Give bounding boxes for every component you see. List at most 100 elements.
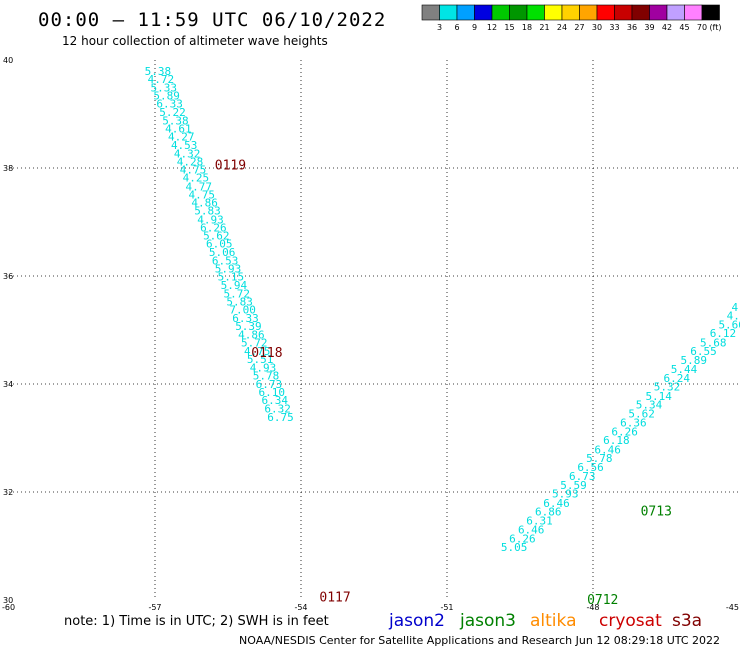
- swh-value-label: 5.14: [645, 390, 672, 403]
- swh-value-label: 6.18: [603, 434, 630, 447]
- swh-value-label: 6.05: [206, 238, 233, 251]
- x-tick-label: -48: [586, 603, 599, 612]
- swh-value-label: 4.72: [148, 73, 175, 86]
- swh-value-label: 5.93: [215, 262, 242, 275]
- swh-value-label: 5.78: [253, 369, 280, 382]
- swh-color-legend: 3 6 9 12 15 18 21 24 27 30 33 36 39 42 45 70 (ft): [421, 4, 722, 32]
- swh-value-label: 6.26: [509, 532, 536, 545]
- swh-value-label: 4.4: [727, 309, 740, 322]
- y-tick-label: 36: [3, 272, 13, 281]
- chart-subtitle: 12 hour collection of altimeter wave hei…: [62, 34, 328, 48]
- legend-label: 9: [472, 23, 477, 32]
- time-label: 0117: [319, 590, 350, 605]
- swh-value-label: 6.73: [569, 470, 596, 483]
- y-tick-label: 34: [3, 380, 13, 389]
- legend-label: 24: [557, 23, 567, 32]
- x-tick-label: -57: [148, 603, 161, 612]
- swh-value-label: 6.53: [212, 254, 239, 267]
- legend-swatch: [456, 4, 475, 21]
- swh-value-label: 6.75: [267, 411, 294, 424]
- swh-value-label: 5.83: [226, 295, 253, 308]
- swh-value-label: 5.66: [718, 319, 740, 332]
- legend-swatch: [631, 4, 650, 21]
- legend-swatch: [614, 4, 633, 21]
- swh-value-label: 5.59: [560, 479, 587, 492]
- time-label: 0118: [251, 346, 282, 361]
- y-tick-label: 32: [3, 488, 13, 497]
- swh-value-label: 4.1: [731, 301, 740, 314]
- x-tick-label: -60: [2, 603, 15, 612]
- swh-value-label: 4.25: [183, 172, 210, 185]
- swh-value-label: 4.86: [238, 328, 265, 341]
- swh-value-label: 5.62: [628, 408, 655, 421]
- legend-swatch: [491, 4, 510, 21]
- legend-swatch: [596, 4, 615, 21]
- x-tick-label: -54: [294, 603, 307, 612]
- swh-value-label: 6.36: [620, 416, 647, 429]
- swh-value-label: 6.12: [710, 327, 737, 340]
- legend-swatch: [474, 4, 493, 21]
- swh-value-label: 5.44: [671, 363, 698, 376]
- swh-value-label: 4.93: [250, 361, 277, 374]
- swh-value-label: 4.86: [191, 197, 218, 210]
- x-axis-ticks: -60 -57 -54 -51 -48 -45: [2, 603, 739, 612]
- swh-value-label: 5.93: [552, 488, 579, 501]
- swh-value-label: 5.05: [501, 541, 528, 554]
- swh-value-label: 6.33: [156, 98, 183, 111]
- legend-swatch: [544, 4, 563, 21]
- legend-swatch: [684, 4, 703, 21]
- legend-label: 18: [522, 23, 532, 32]
- swh-value-label: 7.00: [229, 303, 256, 316]
- swh-value-label: 6.86: [535, 505, 562, 518]
- swh-value-label: 5.89: [153, 90, 180, 103]
- chart-title: 00:00 – 11:59 UTC 06/10/2022: [38, 9, 386, 31]
- swh-value-label: 4.32: [174, 147, 201, 160]
- swh-value-label: 4.75: [188, 188, 215, 201]
- footer-credit: NOAA/NESDIS Center for Satellite Applica…: [239, 634, 720, 647]
- time-label: 0712: [587, 593, 618, 608]
- legend-label: 27: [574, 23, 584, 32]
- swh-value-label: 4.75: [244, 345, 271, 358]
- swh-value-label: 5.51: [247, 353, 274, 366]
- swh-value-label: 4.61: [165, 123, 192, 136]
- footer-note: note: 1) Time is in UTC; 2) SWH is in fe…: [64, 614, 329, 629]
- swh-value-label: 5.32: [654, 381, 681, 394]
- satellite-name-cryosat: cryosat: [599, 611, 662, 631]
- y-tick-label: 40: [3, 56, 13, 65]
- legend-label: 36: [627, 23, 637, 32]
- swh-value-label: 5.39: [235, 320, 262, 333]
- legend-label: 30: [592, 23, 602, 32]
- satellite-name-jason2: jason2: [388, 611, 445, 631]
- swh-value-label: 5.38: [162, 114, 189, 127]
- track-track_east: 4.14.45.666.125.686.555.895.446.245.325.…: [501, 301, 740, 608]
- swh-value-label: 5.33: [151, 82, 178, 95]
- legend-label: 42: [662, 23, 672, 32]
- legend-label: 15: [504, 23, 514, 32]
- legend-label: 70: [697, 23, 707, 32]
- satellite-legend: jason2 jason3 altika cryosat s3a: [388, 611, 702, 631]
- swh-value-label: 6.55: [690, 345, 717, 358]
- swh-value-label: 5.83: [194, 205, 221, 218]
- x-tick-label: -51: [440, 603, 453, 612]
- legend-swatch: [561, 4, 580, 21]
- legend-label: 45: [679, 23, 689, 32]
- swh-value-label: 5.06: [209, 246, 236, 259]
- legend-swatch: [421, 4, 440, 21]
- swh-value-label: 6.10: [259, 386, 286, 399]
- swh-value-label: 6.32: [264, 402, 291, 415]
- swh-value-label: 5.72: [224, 287, 251, 300]
- legend-label: 12: [487, 23, 497, 32]
- satellite-name-s3a: s3a: [672, 611, 702, 631]
- swh-value-label: 5.72: [241, 336, 268, 349]
- y-axis-ticks: 30 32 34 36 38 40: [3, 56, 13, 605]
- swh-value-label: 6.26: [611, 426, 638, 439]
- x-tick-label: -45: [726, 603, 739, 612]
- swh-value-label: 4.93: [197, 213, 224, 226]
- swh-value-label: 5.78: [586, 452, 613, 465]
- legend-label: 33: [609, 23, 619, 32]
- legend-label: 6: [454, 23, 459, 32]
- legend-swatch: [439, 4, 458, 21]
- swh-value-label: 5.94: [221, 279, 248, 292]
